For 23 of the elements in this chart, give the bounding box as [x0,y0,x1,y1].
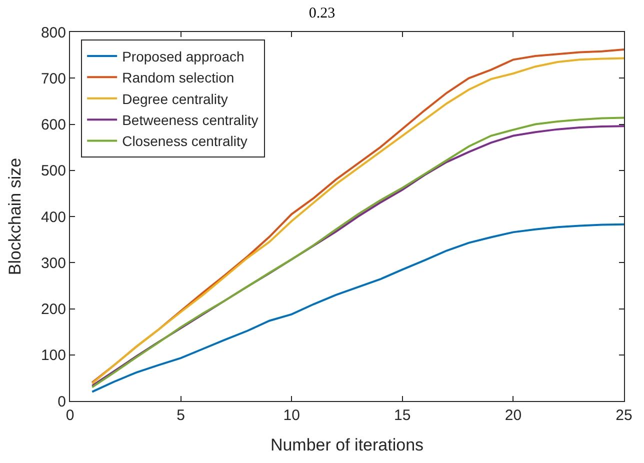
chart-title: 0.23 [308,5,336,22]
y-tick-label: 100 [40,347,66,364]
x-axis-title: Number of iterations [270,435,424,454]
x-tick-label: 5 [176,407,185,424]
y-tick-label: 400 [40,208,66,226]
x-tick-label: 25 [616,407,632,424]
y-tick-label: 800 [40,24,66,42]
y-axis-title: Blockchain size [6,158,25,276]
legend-label: Closeness centrality [122,133,248,150]
x-tick-label: 20 [504,407,522,424]
legend-label: Betweeness centrality [122,112,258,128]
legend-label: Proposed approach [122,48,244,64]
y-tick-label: 300 [40,254,66,272]
legend-label: Random selection [122,70,234,86]
x-tick-label: 15 [394,407,411,424]
y-tick-label: 700 [40,70,66,88]
y-tick-label: 600 [40,116,66,134]
y-tick-label: 200 [40,301,66,318]
legend-label: Degree centrality [122,90,228,107]
y-tick-label: 0 [58,393,66,410]
y-tick-label: 500 [40,162,66,180]
line-series [91,223,624,393]
x-tick-label: 10 [283,407,300,424]
